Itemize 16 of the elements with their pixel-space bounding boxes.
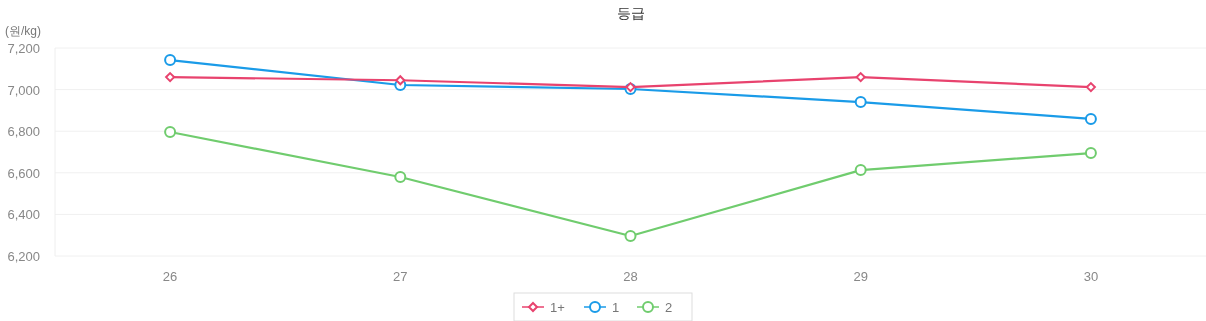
chart-title: 등급 [616, 5, 645, 21]
y-tick-label: 7,200 [7, 41, 40, 56]
y-tick-label: 6,600 [7, 165, 40, 181]
x-tick-label: 29 [853, 269, 868, 284]
y-tick-label: 6,400 [7, 207, 40, 223]
x-tick-label: 26 [162, 269, 178, 284]
x-tick-label: 28 [623, 269, 638, 284]
y-tick-label: 7,000 [7, 82, 40, 98]
legend-label: 2 [665, 300, 673, 315]
x-tick-label: 27 [393, 269, 408, 284]
y-tick-label: 6,800 [7, 124, 40, 140]
legend-label: 1+ [550, 300, 565, 315]
y-tick-label: 6,200 [7, 249, 40, 264]
y-axis-title: (원/kg) [5, 24, 41, 38]
x-tick-label: 30 [1083, 269, 1099, 284]
legend-label: 1 [612, 300, 620, 315]
